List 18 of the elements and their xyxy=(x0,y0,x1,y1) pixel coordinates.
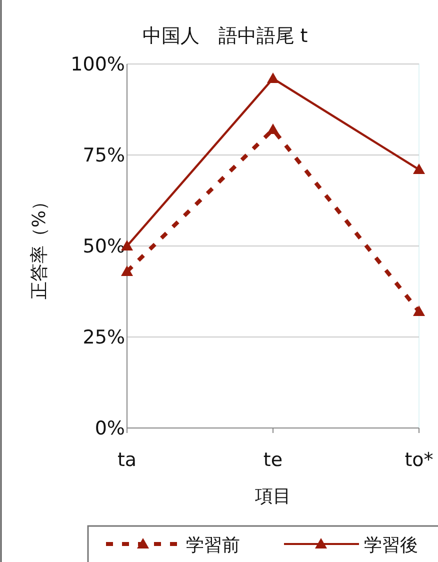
y-tick-label: 0% xyxy=(94,418,125,440)
chart-title: 中国人 語中語尾 t xyxy=(142,25,308,47)
y-tick-label: 75% xyxy=(82,144,125,167)
y-tick-label: 100% xyxy=(70,54,125,76)
legend-label: 学習前 xyxy=(186,535,240,556)
point xyxy=(121,265,133,276)
legend-label: 学習後 xyxy=(364,535,418,556)
y-tick-label: 25% xyxy=(82,326,125,349)
x-tick-label: ta xyxy=(117,449,137,471)
point xyxy=(267,124,279,134)
x-tick-label: to* xyxy=(404,449,434,471)
point xyxy=(413,164,425,174)
point xyxy=(267,72,279,84)
x-axis-title: 項目 xyxy=(254,486,291,507)
x-tick-label: te xyxy=(263,449,283,471)
y-axis-title: 正答率（%） xyxy=(29,192,50,300)
y-tick-label: 50% xyxy=(82,236,125,258)
point xyxy=(413,306,425,316)
